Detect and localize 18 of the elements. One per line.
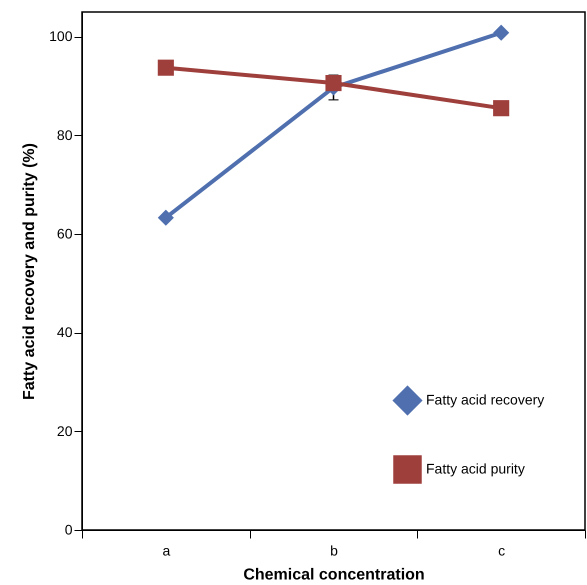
y-tick-label: 40: [56, 324, 73, 340]
x-tick-label: c: [498, 542, 506, 558]
y-tick-label: 20: [56, 422, 73, 439]
legend-label: Fatty acid purity: [426, 460, 525, 476]
point: [158, 210, 174, 226]
y-tick-label: 80: [56, 126, 73, 143]
x-axis-title: Chemical concentration: [243, 566, 425, 584]
point: [493, 100, 510, 116]
y-tick-label: 60: [56, 226, 73, 242]
point: [158, 60, 174, 76]
point: [493, 24, 510, 41]
y-axis-title: Fatty acid recovery and purity (%): [21, 143, 38, 400]
y-tick-label: 0: [64, 522, 73, 538]
y-tick-label: 100: [49, 28, 73, 44]
x-tick-label: b: [330, 542, 338, 558]
x-tick-label: a: [162, 542, 170, 558]
point: [325, 74, 342, 92]
legend-label: Fatty acid recovery: [426, 392, 544, 408]
